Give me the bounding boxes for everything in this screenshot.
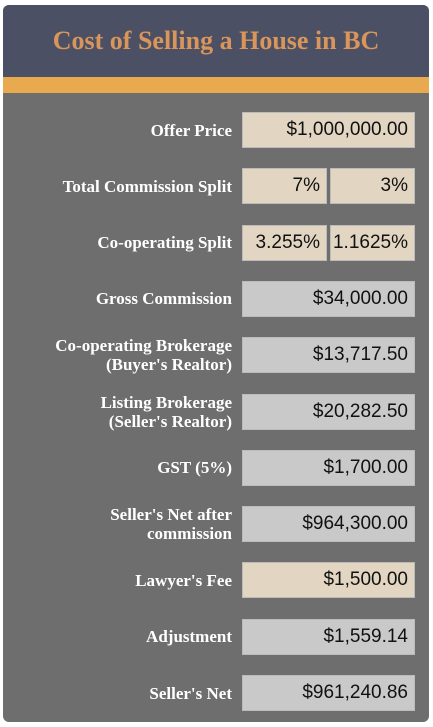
label-line: commission — [147, 524, 232, 544]
field-label: GST (5%) — [12, 458, 232, 477]
calculator-card: Cost of Selling a House in BC Offer Pric… — [3, 5, 429, 722]
input-field[interactable]: 3% — [330, 168, 415, 205]
field-label: Lawyer's Fee — [12, 571, 232, 590]
label-line: Listing Brokerage — [100, 392, 232, 412]
field-label: Adjustment — [12, 627, 232, 646]
label-line: GST (5%) — [157, 458, 232, 478]
field-label: Seller's Net after commission — [12, 505, 232, 543]
output-field: $13,717.50 — [242, 337, 415, 374]
label-line: Adjustment — [146, 627, 232, 647]
input-field[interactable]: $1,000,000.00 — [242, 112, 415, 148]
field-label: Co-operating Brokerage (Buyer's Realtor) — [12, 336, 232, 374]
title: Cost of Selling a House in BC — [52, 26, 380, 55]
accent-bar — [3, 77, 429, 93]
label-line: Co-operating Split — [97, 233, 232, 253]
label-line: Gross Commission — [95, 289, 232, 309]
output-field: $1,559.14 — [242, 618, 415, 655]
label-line: Total Commission Split — [62, 176, 232, 196]
field-label: Seller's Net — [12, 684, 232, 703]
output-field: $964,300.00 — [242, 506, 415, 543]
input-field[interactable]: $1,500.00 — [242, 562, 415, 599]
field-label: Offer Price — [12, 121, 232, 140]
field-label: Listing Brokerage (Seller's Realtor) — [12, 393, 232, 431]
label-line: Lawyer's Fee — [135, 570, 232, 590]
field-label: Co-operating Split — [12, 233, 232, 252]
label-line: Seller's Net after — [110, 505, 232, 525]
label-line: Co-operating Brokerage — [55, 336, 232, 356]
field-label: Total Commission Split — [12, 177, 232, 196]
output-field: $1,700.00 — [242, 449, 415, 486]
input-field[interactable]: 3.255% — [242, 224, 327, 261]
label-line: (Seller's Realtor) — [108, 411, 232, 431]
label-line: Seller's Net — [149, 683, 232, 703]
input-field[interactable]: 1.1625% — [330, 224, 415, 261]
label-line: Offer Price — [150, 120, 232, 140]
output-field: $20,282.50 — [242, 393, 415, 430]
header: Cost of Selling a House in BC — [3, 5, 429, 77]
field-label: Gross Commission — [12, 289, 232, 308]
output-field: $34,000.00 — [242, 280, 415, 317]
input-field[interactable]: 7% — [242, 168, 327, 205]
output-field: $961,240.86 — [242, 675, 415, 711]
label-line: (Buyer's Realtor) — [105, 355, 232, 375]
